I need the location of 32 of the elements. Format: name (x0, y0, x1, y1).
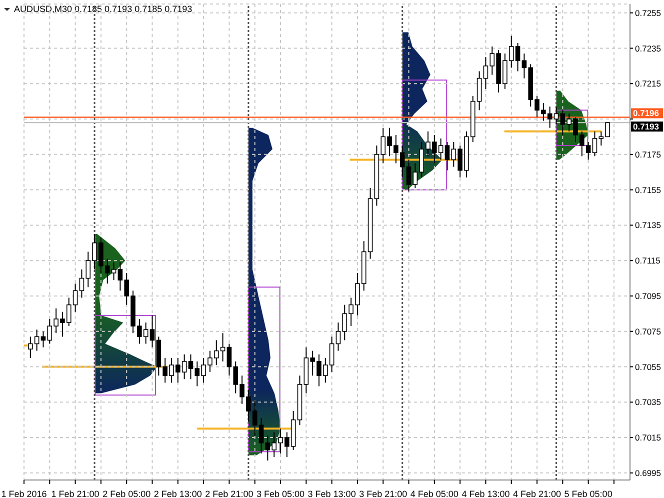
x-tick-label: 5 Feb 05:00 (564, 489, 612, 498)
y-tick-label: 0.7155 (635, 184, 662, 195)
y-tick-label: 0.7115 (635, 256, 661, 266)
candlestick (444, 142, 450, 171)
x-tick-label: 3 Feb 13:00 (308, 489, 356, 498)
x-tick-label: 4 Feb 21:00 (512, 489, 562, 498)
x-tick-label: 3 Feb 21:00 (359, 489, 408, 498)
x-tick-label: 2 Feb 21:00 (205, 489, 254, 498)
y-tick-label: 0.7035 (635, 397, 662, 408)
y-tick-label: 0.7075 (635, 326, 662, 336)
y-tick-label: 0.6995 (635, 468, 662, 478)
y-tick-label: 0.7055 (635, 362, 662, 372)
candlestick (406, 159, 412, 192)
x-tick-label: 1 Feb 21:00 (51, 489, 100, 498)
ref-line-label: 0.7193 (633, 122, 660, 132)
y-tick-label: 0.7215 (635, 78, 662, 89)
chart-title: AUDUSD,M30 0.7185 0.7193 0.7185 0.7193 (14, 4, 192, 14)
x-tick-label: 2 Feb 13:00 (154, 489, 202, 498)
y-tick-label: 0.7095 (635, 290, 662, 301)
y-tick-label: 0.7175 (635, 149, 662, 160)
candlestick (150, 314, 155, 348)
y-tick-label: 0.7235 (635, 43, 662, 54)
candlestick (554, 106, 559, 125)
x-tick-label: 1 Feb 2016 (1, 489, 47, 498)
x-tick-label: 3 Feb 05:00 (256, 489, 305, 498)
y-tick-label: 0.7255 (635, 8, 662, 18)
ref-line-label: 0.7196 (633, 108, 660, 118)
x-tick-label: 2 Feb 05:00 (102, 489, 151, 498)
x-tick-label: 4 Feb 05:00 (410, 489, 458, 498)
y-tick-label: 0.7015 (635, 432, 662, 443)
y-tick-label: 0.7135 (635, 220, 662, 230)
x-tick-label: 4 Feb 13:00 (462, 489, 510, 498)
